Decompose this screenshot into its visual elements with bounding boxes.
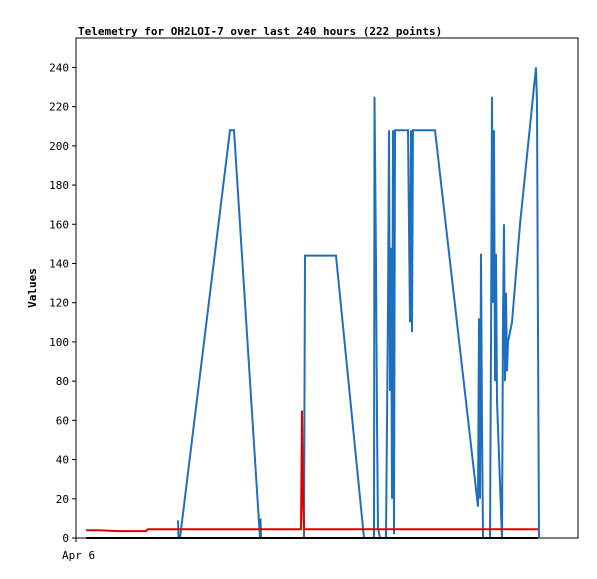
y-tick-label: 220 <box>49 101 69 114</box>
series-line-1 <box>177 67 540 539</box>
y-tick-label: 100 <box>49 336 69 349</box>
y-axis-ticks: 0 20 40 60 80 100 120 140 160 180 200 220 240 <box>49 61 76 545</box>
y-tick-label: 240 <box>49 61 69 74</box>
y-axis-label: Values <box>26 268 39 308</box>
x-axis-ticks: Apr 6 <box>62 538 95 562</box>
y-tick-label: 80 <box>56 375 69 388</box>
y-tick-label: 160 <box>49 218 69 231</box>
y-tick-label: 0 <box>62 532 69 545</box>
chart-title: Telemetry for OH2LOI-7 over last 240 hou… <box>78 25 442 38</box>
y-tick-label: 20 <box>56 493 69 506</box>
y-tick-label: 120 <box>49 297 69 310</box>
y-tick-label: 140 <box>49 257 69 270</box>
x-tick-label: Apr 6 <box>62 549 95 562</box>
y-tick-label: 60 <box>56 414 69 427</box>
y-tick-label: 40 <box>56 454 69 467</box>
y-tick-label: 200 <box>49 140 69 153</box>
y-tick-label: 180 <box>49 179 69 192</box>
series-line-2 <box>86 410 538 533</box>
series-layer <box>86 67 540 539</box>
